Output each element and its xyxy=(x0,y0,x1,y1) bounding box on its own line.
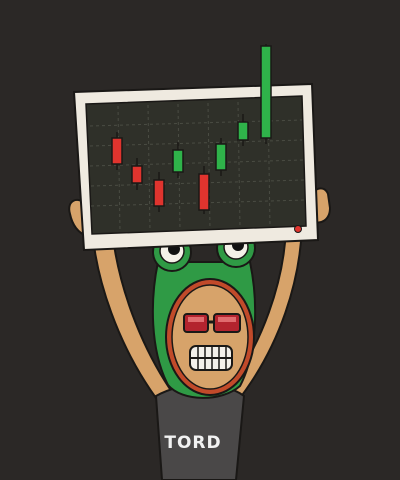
right-lens xyxy=(214,314,240,332)
mouth xyxy=(190,346,232,370)
shirt-text: TORD xyxy=(164,433,221,453)
candlestick xyxy=(173,150,183,172)
left-lens-shine xyxy=(188,317,204,322)
monitor-screen xyxy=(86,96,306,234)
candlestick xyxy=(132,166,142,183)
power-led-icon xyxy=(295,226,302,233)
candlestick xyxy=(112,138,122,164)
candlestick xyxy=(216,144,226,170)
candlestick xyxy=(154,180,164,206)
left-lens xyxy=(184,314,208,332)
candlestick xyxy=(199,174,209,210)
right-lens-shine xyxy=(218,317,236,322)
face xyxy=(172,285,248,389)
candlestick xyxy=(238,122,248,140)
candlestick-breakout xyxy=(261,46,271,138)
